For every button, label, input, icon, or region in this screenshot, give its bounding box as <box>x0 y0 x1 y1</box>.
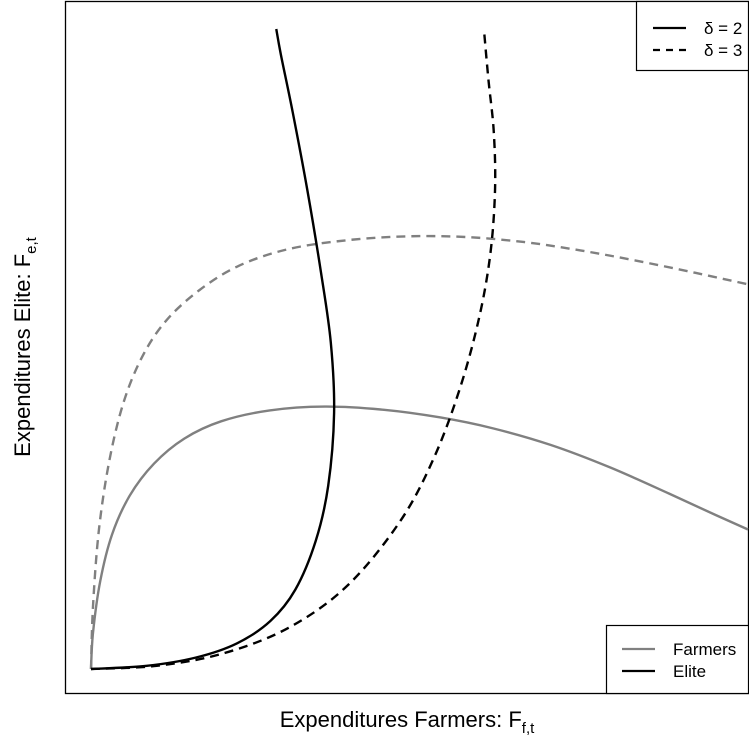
series-layer <box>89 28 749 671</box>
x-axis-label: Expenditures Farmers: Ff,t <box>280 707 535 737</box>
x-axis-label-sub: f,t <box>522 720 535 737</box>
legend-label-delta2: δ = 2 <box>704 19 742 38</box>
series-elite-delta3 <box>90 28 497 671</box>
legend-linestyle: δ = 2 δ = 3 <box>635 0 749 72</box>
legend-group: Farmers Elite <box>605 624 749 695</box>
y-axis-label-sub: e,t <box>23 236 40 254</box>
legend-label-farmers: Farmers <box>673 640 736 659</box>
y-axis-label-main: Expenditures Elite: F <box>10 254 35 457</box>
x-axis-label-main: Expenditures Farmers: F <box>280 707 522 732</box>
legend-group-box <box>605 624 749 695</box>
legend-label-delta3: δ = 3 <box>704 41 742 60</box>
series-farmers-delta3 <box>89 234 749 670</box>
series-farmers-delta2 <box>89 405 749 670</box>
legend-label-elite: Elite <box>673 662 706 681</box>
y-axis-label: Expenditures Elite: Fe,t <box>10 236 40 456</box>
series-elite-delta2 <box>90 28 336 671</box>
plot-frame <box>64 0 749 695</box>
